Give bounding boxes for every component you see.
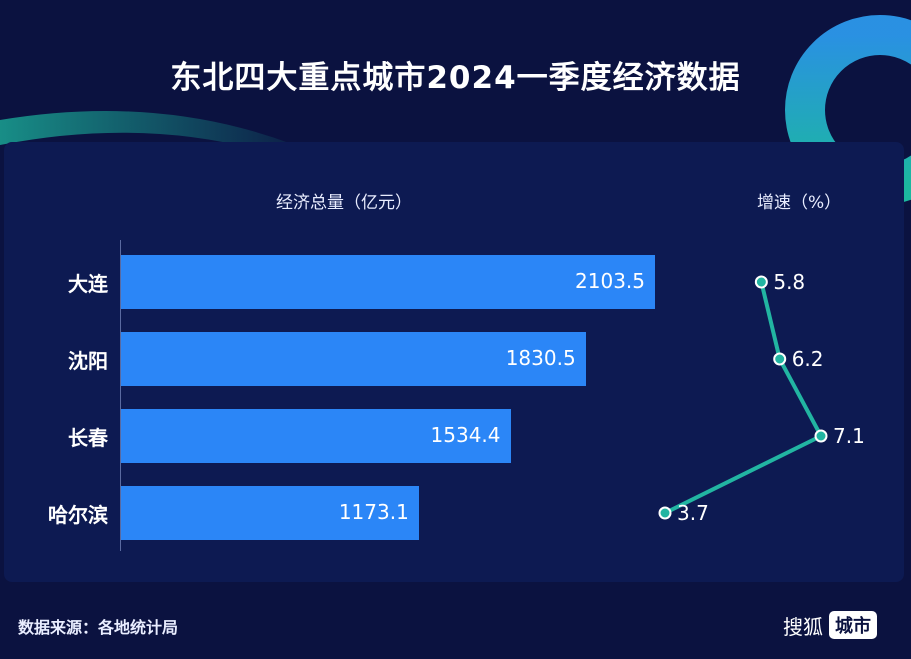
- bar: [121, 486, 419, 540]
- category-label: 大连: [68, 272, 108, 296]
- bar-value-label: 2103.5: [575, 269, 645, 293]
- growth-value-label: 7.1: [833, 424, 865, 448]
- data-source: 数据来源：各地统计局: [18, 618, 179, 637]
- bar-axis-label: 经济总量（亿元）: [276, 193, 412, 213]
- logo-badge: 城市: [829, 611, 877, 639]
- growth-value-label: 5.8: [773, 270, 805, 294]
- growth-value-label: 6.2: [792, 347, 824, 371]
- growth-point: [658, 506, 672, 520]
- page-title: 东北四大重点城市2024一季度经济数据: [170, 60, 741, 96]
- bar: [121, 409, 511, 463]
- logo-text: 搜狐: [783, 614, 823, 639]
- sohu-city-logo: 搜狐 城市: [783, 611, 877, 639]
- bar-value-label: 1173.1: [338, 500, 409, 524]
- bar-axis-line: [120, 240, 121, 551]
- growth-line: [664, 281, 824, 515]
- growth-point: [814, 429, 828, 443]
- growth-point: [773, 352, 787, 366]
- category-label: 长春: [68, 426, 108, 450]
- bar: [121, 332, 586, 386]
- growth-axis-label: 增速（%）: [757, 193, 842, 213]
- growth-point: [754, 275, 768, 289]
- growth-value-label: 3.7: [677, 501, 709, 525]
- bar-value-label: 1534.4: [430, 423, 501, 447]
- category-label: 哈尔滨: [48, 503, 108, 527]
- category-label: 沈阳: [68, 349, 108, 373]
- bar: [121, 255, 655, 309]
- bar-value-label: 1830.5: [505, 346, 576, 370]
